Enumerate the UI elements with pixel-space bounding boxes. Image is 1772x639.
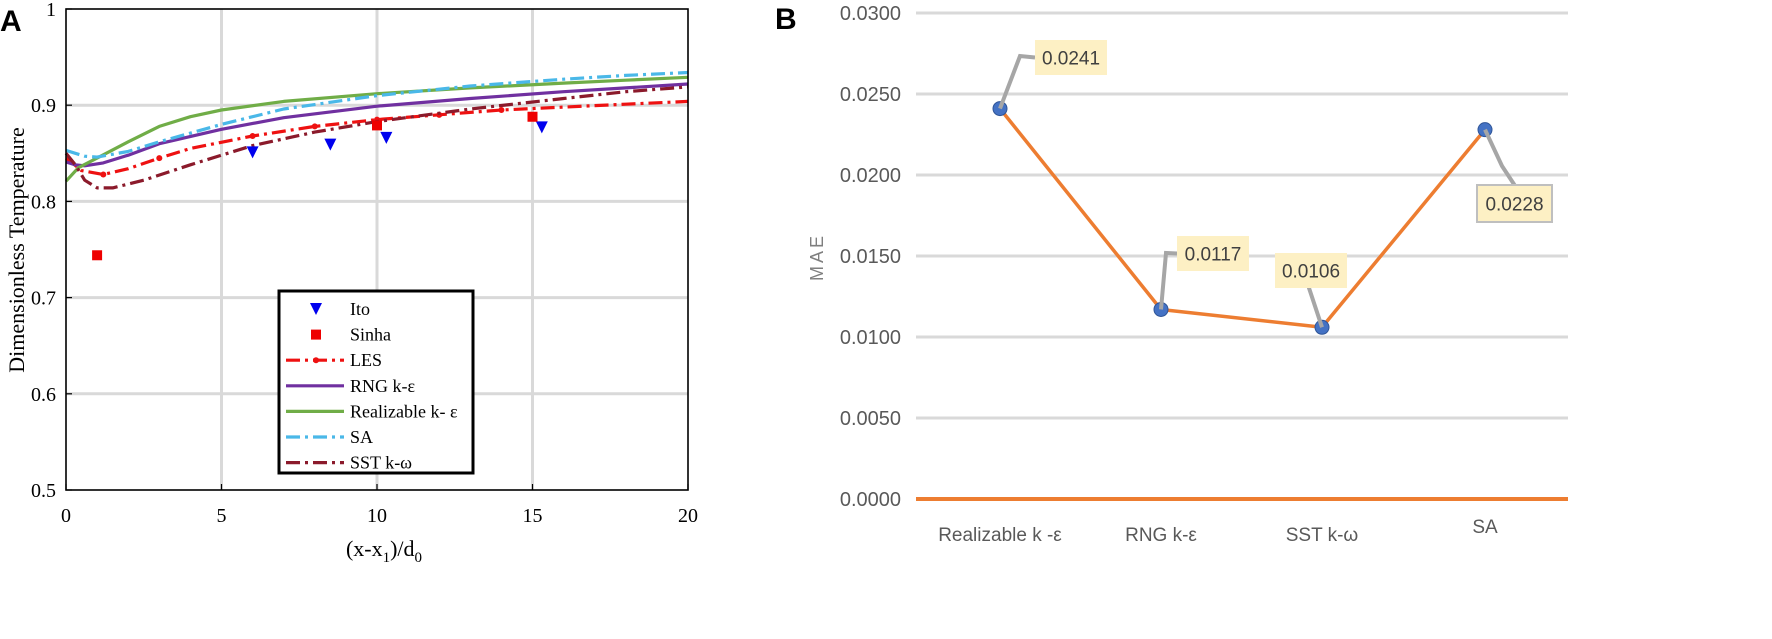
y-tick-label: 0.8 [31,191,56,213]
legend-label: RNG k-ε [350,376,415,396]
category-label: Realizable k -ε [938,525,1062,546]
leader-line [998,53,1036,110]
y-tick-label: 0.0000 [840,489,901,511]
leader-line [1306,286,1324,328]
y-tick-label: 0.0250 [840,84,901,106]
leader-line [1483,128,1517,187]
legend-label: SST k-ω [350,453,412,473]
data-point-ito [535,121,548,134]
data-label-box [1275,253,1347,288]
y-tick-label: 0.0150 [840,246,901,268]
legend-label: SA [350,427,373,447]
chart-a-x-axis: 0 5 10 15 20 [61,484,698,527]
legend-label: Ito [350,299,370,319]
y-tick-label: 0.0100 [840,327,901,349]
data-label: 0.0117 [1185,245,1242,266]
series-line [998,107,1487,330]
data-point-sinha [92,250,103,261]
legend-label: Realizable k- ε [350,401,458,421]
y-tick-label: 0.6 [31,384,56,406]
chart-a-y-axis: 0.5 0.6 0.7 0.8 0.9 1 [31,0,72,502]
data-point-ito [324,138,337,151]
legend-label: LES [350,350,382,370]
y-tick-label: 0.0200 [840,165,901,187]
x-tick-label: 0 [61,505,71,527]
x-tick-label: 15 [523,505,543,527]
data-point-sinha [372,120,382,131]
data-label: 0.0241 [1042,49,1100,70]
leader-line [1159,250,1178,310]
chart-a: 0 5 10 15 20 0.5 0.6 0.7 0.8 0.9 1 Dimensionless … [4,0,698,566]
legend-label: Sinha [350,325,391,345]
data-label-box [1035,40,1107,75]
x-tick-label: 5 [217,505,227,527]
y-tick-label: 1 [46,0,56,21]
category-label: SST k-ω [1286,525,1359,546]
legend-box [277,289,475,475]
y-tick-label: 0.7 [31,288,56,310]
panel-label-a: A [0,5,22,38]
series-marker [249,132,256,139]
series-marker [311,123,318,130]
y-tick-label: 0.5 [31,480,56,502]
y-tick-label: 0.0300 [840,3,901,25]
chart-a-points [92,111,548,261]
chart-a-legend: Ito Sinha LES RNG k-ε Realizable k- ε SA SST k… [277,289,475,475]
data-label-box [1177,236,1249,271]
data-point-sinha [527,111,538,122]
series-line [64,85,689,190]
data-label-box [1476,184,1553,223]
data-point-ito [380,131,393,144]
category-label: SA [1472,517,1498,538]
series-marker [156,155,163,162]
y-tick-label: 0.0050 [840,408,901,430]
chart-b-data-labels: 0.0241 0.0117 0.0106 0.0228 [998,40,1553,328]
chart-b-series [992,101,1493,335]
series-marker [498,107,505,114]
y-tick-label: 0.9 [31,95,56,117]
series-line [65,70,689,159]
chart-b-x-axis: Realizable k -ε RNG k-ε SST k-ω SA [938,517,1498,546]
chart-a-lines [64,70,689,190]
x-tick-label: 20 [678,505,698,527]
chart-b-y-label: MAE [807,233,827,281]
panel-label-b: B [775,3,797,36]
x-tick-label: 10 [367,505,387,527]
data-point-ito [246,146,259,159]
series-marker [100,171,107,178]
chart-a-x-label: (x-x1)/d0 [346,536,422,566]
legend-marker [313,357,319,364]
legend-marker [311,329,321,340]
chart-a-y-label: Dimensionless Temperature [4,127,29,373]
chart-a-frame [65,8,689,491]
data-label: 0.0106 [1282,262,1340,283]
category-label: RNG k-ε [1125,525,1197,546]
chart-b-y-axis: 0.0000 0.0050 0.0100 0.0150 0.0200 0.0250 0.03… [840,3,901,511]
chart-b: 0.0000 0.0050 0.0100 0.0150 0.0200 0.0250 0.03… [807,3,1568,546]
data-label: 0.0228 [1485,195,1543,216]
legend-marker [310,303,322,315]
